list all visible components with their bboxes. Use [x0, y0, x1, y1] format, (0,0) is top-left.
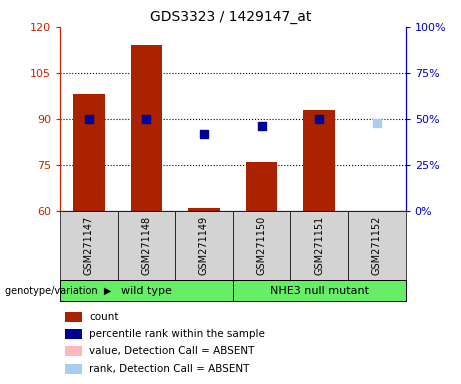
Bar: [233, 280, 406, 301]
Point: [200, 131, 207, 137]
Bar: [118, 211, 175, 280]
Bar: [246, 162, 278, 211]
Text: genotype/variation  ▶: genotype/variation ▶: [5, 286, 111, 296]
Point: [315, 116, 323, 122]
Text: GSM271150: GSM271150: [257, 216, 266, 275]
Bar: [60, 280, 233, 301]
Point: [142, 116, 150, 122]
Text: percentile rank within the sample: percentile rank within the sample: [89, 329, 265, 339]
Point: [85, 116, 92, 122]
Bar: [65, 312, 82, 322]
Text: NHE3 null mutant: NHE3 null mutant: [270, 286, 369, 296]
Text: GSM271148: GSM271148: [142, 216, 151, 275]
Text: rank, Detection Call = ABSENT: rank, Detection Call = ABSENT: [89, 364, 249, 374]
Bar: [348, 211, 406, 280]
Bar: [60, 211, 118, 280]
Bar: [233, 211, 290, 280]
Bar: [130, 45, 162, 211]
Bar: [65, 364, 82, 374]
Text: count: count: [89, 312, 118, 322]
Text: wild type: wild type: [121, 286, 172, 296]
Bar: [65, 329, 82, 339]
Bar: [65, 346, 82, 356]
Text: value, Detection Call = ABSENT: value, Detection Call = ABSENT: [89, 346, 254, 356]
Text: GSM271152: GSM271152: [372, 216, 382, 275]
Bar: [175, 211, 233, 280]
Bar: [188, 208, 220, 211]
Point: [258, 123, 266, 129]
Bar: [73, 94, 105, 211]
Text: GSM271151: GSM271151: [314, 216, 324, 275]
Bar: [290, 211, 348, 280]
Bar: [303, 110, 335, 211]
Point: [373, 120, 381, 126]
Text: GSM271149: GSM271149: [199, 216, 209, 275]
Text: GSM271147: GSM271147: [84, 216, 94, 275]
Text: GDS3323 / 1429147_at: GDS3323 / 1429147_at: [150, 10, 311, 23]
